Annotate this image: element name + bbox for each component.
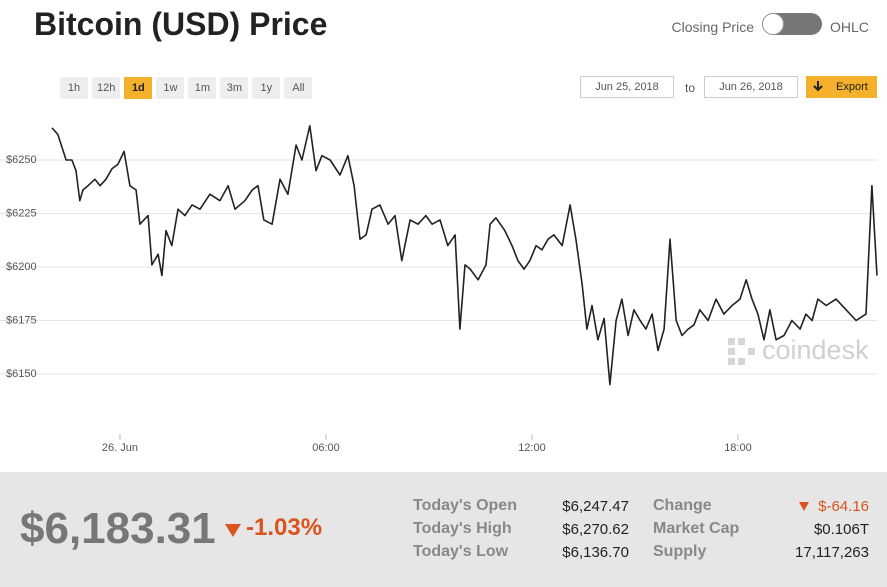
range-button[interactable]: 12h <box>92 77 121 99</box>
down-arrow <box>799 502 809 511</box>
export-button[interactable]: Export <box>806 76 877 98</box>
toggle[interactable] <box>762 13 822 35</box>
range-button[interactable]: 1w <box>156 77 185 99</box>
stat-label: Change <box>653 497 712 514</box>
stat-value: $6,270.62 <box>562 521 629 538</box>
range-button[interactable]: 1d <box>124 77 153 99</box>
stat-value: $0.106T <box>813 521 869 538</box>
stat-label: Today's High <box>413 520 512 537</box>
y-tick-label: $6175 <box>6 314 37 326</box>
stat-value: $6,136.70 <box>562 544 629 561</box>
x-tick-label: 26. Jun <box>102 442 138 454</box>
x-tick-label: 06:00 <box>312 442 340 454</box>
stat-value: $-64.16 <box>818 498 869 515</box>
range-button[interactable]: 1y <box>252 77 281 99</box>
to-label: to <box>685 81 696 95</box>
y-tick-label: $6150 <box>6 368 37 380</box>
toggle-knob <box>762 13 784 35</box>
range-button[interactable]: 3m <box>220 77 249 99</box>
date-to[interactable]: Jun 26, 2018 <box>704 76 798 98</box>
stat-value: 17,117,263 <box>795 544 869 561</box>
export-icon <box>813 81 823 92</box>
down-arrow <box>225 524 241 537</box>
date-from[interactable]: Jun 25, 2018 <box>580 76 674 98</box>
y-tick-label: $6225 <box>6 207 37 219</box>
price-line <box>51 125 878 386</box>
summary: $6,183.31 -1.03% Today's Open $6,247.47 To… <box>0 472 887 587</box>
range-button[interactable]: 1h <box>60 77 88 99</box>
stat-label: Today's Open <box>413 497 517 514</box>
range-button[interactable]: All <box>284 77 313 99</box>
x-tick-label: 18:00 <box>724 442 752 454</box>
stat-value: $6,247.47 <box>562 498 629 515</box>
stat-label: Today's Low <box>413 543 509 560</box>
title: Bitcoin (USD) Price <box>34 6 328 42</box>
stat-label: Market Cap <box>653 520 740 537</box>
watermark: coindesk <box>762 335 869 365</box>
change-percent: -1.03% <box>246 514 323 541</box>
export-label: Export <box>836 81 868 93</box>
watermark-icon <box>728 338 755 365</box>
range-button[interactable]: 1m <box>188 77 217 99</box>
stat-label: Supply <box>653 543 707 560</box>
toggle-label: OHLC <box>830 19 869 35</box>
range-buttons: 1h 12h 1d 1w 1m 3m 1y All <box>60 77 313 99</box>
chart: coindesk $6150 $6175 $6200 $6225 $6250 26. Ju… <box>0 125 878 454</box>
toggle-label: Closing Price <box>671 19 754 35</box>
y-tick-label: $6250 <box>6 154 37 166</box>
x-tick-label: 12:00 <box>518 442 546 454</box>
price: $6,183.31 <box>20 504 216 553</box>
y-tick-label: $6200 <box>6 261 37 273</box>
